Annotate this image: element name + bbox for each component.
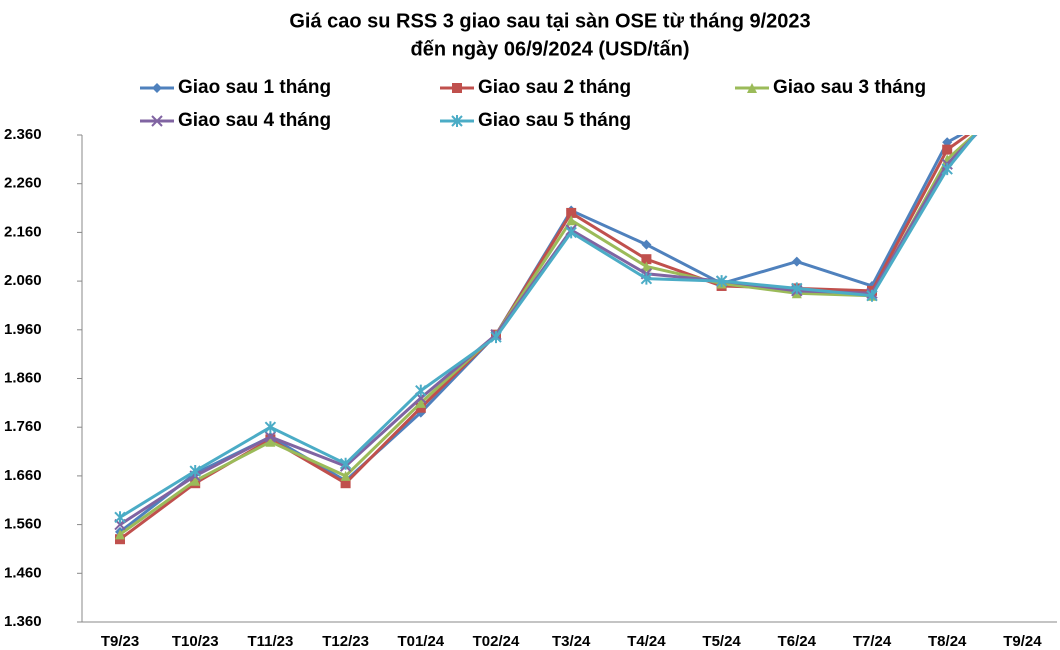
- marker: [641, 239, 652, 250]
- marker: [641, 254, 652, 265]
- marker: [791, 256, 802, 267]
- marker: [641, 261, 652, 272]
- marker: [1017, 96, 1027, 106]
- marker: [264, 421, 277, 434]
- marker: [189, 465, 201, 478]
- marker: [340, 470, 351, 481]
- marker: [1017, 86, 1027, 96]
- marker: [152, 83, 162, 93]
- y-tick-label: 1.860: [4, 369, 42, 386]
- marker: [339, 457, 352, 470]
- marker: [190, 475, 201, 486]
- x-tick-label: T9/24: [1003, 633, 1042, 650]
- marker: [565, 226, 577, 239]
- marker: [415, 384, 427, 397]
- x-tick-label: T6/24: [778, 633, 817, 650]
- legend-label: Giao sau 2 tháng: [478, 77, 631, 98]
- y-tick-label: 2.060: [4, 272, 42, 289]
- y-tick-label: 2.360: [4, 126, 42, 143]
- series-line: [119, 135, 971, 541]
- marker: [1017, 91, 1027, 101]
- y-tick-label: 2.260: [4, 175, 42, 192]
- marker: [866, 289, 878, 302]
- x-tick-label: T12/23: [322, 633, 369, 650]
- x-tick-label: T5/24: [702, 633, 741, 650]
- x-tick-label: T10/23: [172, 633, 219, 650]
- marker: [715, 275, 728, 288]
- legend-label: Giao sau 5 tháng: [478, 110, 631, 131]
- marker: [942, 144, 953, 155]
- chart-title: Giá cao su RSS 3 giao sau tại sàn OSE từ…: [289, 10, 810, 32]
- x-tick-label: T3/24: [552, 633, 591, 650]
- marker: [452, 83, 462, 93]
- marker: [114, 511, 126, 524]
- y-tick-label: 1.560: [4, 516, 42, 533]
- plot-area: [114, 71, 1027, 545]
- legend-label: Giao sau 4 tháng: [178, 110, 331, 131]
- x-tick-label: T7/24: [853, 633, 892, 650]
- marker: [151, 115, 163, 127]
- marker: [1017, 81, 1027, 91]
- marker: [747, 83, 757, 93]
- x-tick-label: T02/24: [473, 633, 520, 650]
- marker: [941, 163, 953, 176]
- marker: [451, 115, 463, 127]
- y-tick-label: 1.360: [4, 613, 42, 630]
- y-tick-label: 1.960: [4, 321, 42, 338]
- chart-title: đến ngày 06/9/2024 (USD/tấn): [411, 38, 690, 60]
- x-tick-label: T4/24: [627, 633, 666, 650]
- marker: [640, 272, 653, 285]
- y-tick-label: 2.160: [4, 223, 42, 240]
- legend-label: Giao sau 3 tháng: [773, 77, 926, 98]
- marker: [566, 207, 577, 218]
- marker: [415, 397, 426, 408]
- marker: [264, 431, 277, 443]
- legend-label: Giao sau 1 tháng: [178, 77, 331, 98]
- marker: [1017, 71, 1027, 83]
- marker: [490, 331, 502, 344]
- x-tick-label: T9/23: [101, 633, 139, 650]
- x-tick-label: T11/23: [247, 633, 293, 650]
- series-line: [119, 135, 977, 536]
- series-line: [119, 135, 978, 526]
- series-line: [119, 135, 964, 534]
- x-tick-label: T8/24: [928, 633, 967, 650]
- marker: [115, 529, 125, 540]
- marker: [791, 282, 803, 295]
- y-tick-label: 1.760: [4, 418, 42, 435]
- marker: [340, 478, 351, 489]
- y-tick-label: 1.460: [4, 564, 42, 581]
- y-tick-label: 1.660: [4, 467, 42, 484]
- x-tick-label: T01/24: [397, 633, 444, 650]
- marker: [566, 215, 577, 226]
- marker: [265, 436, 276, 447]
